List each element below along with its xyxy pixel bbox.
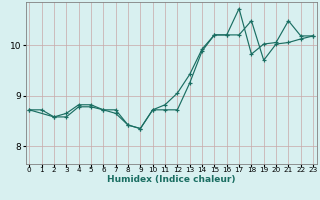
X-axis label: Humidex (Indice chaleur): Humidex (Indice chaleur): [107, 175, 236, 184]
